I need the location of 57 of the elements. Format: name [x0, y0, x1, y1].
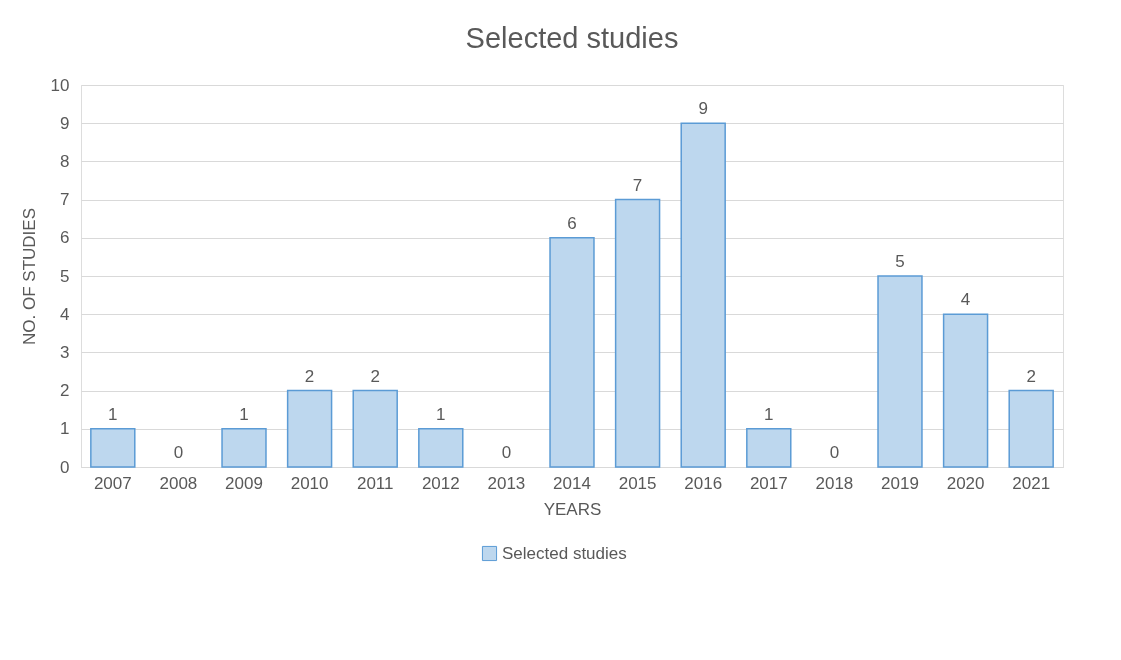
y-axis-title: NO. OF STUDIES: [19, 208, 39, 345]
x-tick-label: 2015: [618, 473, 657, 493]
data-label: 1: [239, 404, 249, 424]
bar: [221, 428, 267, 468]
bar: [942, 313, 989, 468]
x-tick-label: 2020: [946, 473, 985, 493]
x-tick-label: 2013: [487, 473, 526, 493]
bar: [418, 428, 464, 468]
y-tick-label: 6: [60, 228, 70, 248]
data-label: 1: [764, 404, 774, 424]
chart-title: Selected studies: [465, 22, 679, 54]
data-label: 5: [895, 252, 905, 271]
x-tick-label: 2012: [421, 473, 460, 493]
bar: [680, 122, 726, 468]
x-tick-label: 2017: [749, 473, 788, 493]
bar: [286, 389, 333, 468]
x-tick-label: 2007: [93, 473, 132, 493]
data-label: 0: [501, 443, 512, 462]
bar: [746, 428, 792, 468]
data-label: 1: [436, 404, 446, 424]
x-tick-label: 2021: [1012, 473, 1051, 493]
bar: [877, 275, 923, 468]
data-label: 6: [567, 213, 577, 233]
bar: [352, 389, 398, 468]
x-tick-label: 2009: [225, 473, 263, 493]
x-tick-label: 2018: [815, 473, 854, 493]
bar: [1008, 389, 1054, 468]
x-tick-label: 2011: [356, 473, 394, 493]
x-tick-label: 2010: [290, 473, 329, 493]
bar: [614, 198, 661, 468]
legend-label: Selected studies: [502, 543, 627, 563]
data-label: 2: [304, 366, 315, 386]
data-label: 2: [370, 366, 380, 386]
data-label: 0: [829, 443, 840, 462]
data-label: 4: [960, 290, 971, 310]
data-label: 9: [698, 99, 708, 119]
data-label: 2: [1026, 366, 1036, 386]
data-label: 1: [108, 404, 118, 424]
y-tick-label: 10: [50, 75, 70, 95]
y-tick-label: 2: [60, 381, 70, 401]
y-tick-label: 1: [60, 419, 70, 439]
y-tick-label: 0: [60, 457, 70, 477]
x-axis-title: YEARS: [543, 499, 602, 519]
x-tick-label: 2016: [684, 473, 723, 493]
y-tick-label: 4: [60, 304, 70, 324]
data-label: 0: [173, 443, 184, 462]
y-tick-label: 5: [60, 266, 70, 286]
x-tick-label: 2019: [881, 473, 919, 493]
y-tick-label: 7: [60, 190, 70, 210]
x-tick-label: 2014: [553, 473, 591, 493]
y-tick-label: 9: [60, 113, 70, 133]
x-tick-label: 2008: [159, 473, 198, 493]
y-tick-label: 3: [60, 342, 70, 362]
y-tick-label: 8: [60, 151, 70, 171]
data-label: 7: [632, 175, 643, 195]
bar: [90, 428, 136, 468]
bar: [549, 237, 595, 468]
